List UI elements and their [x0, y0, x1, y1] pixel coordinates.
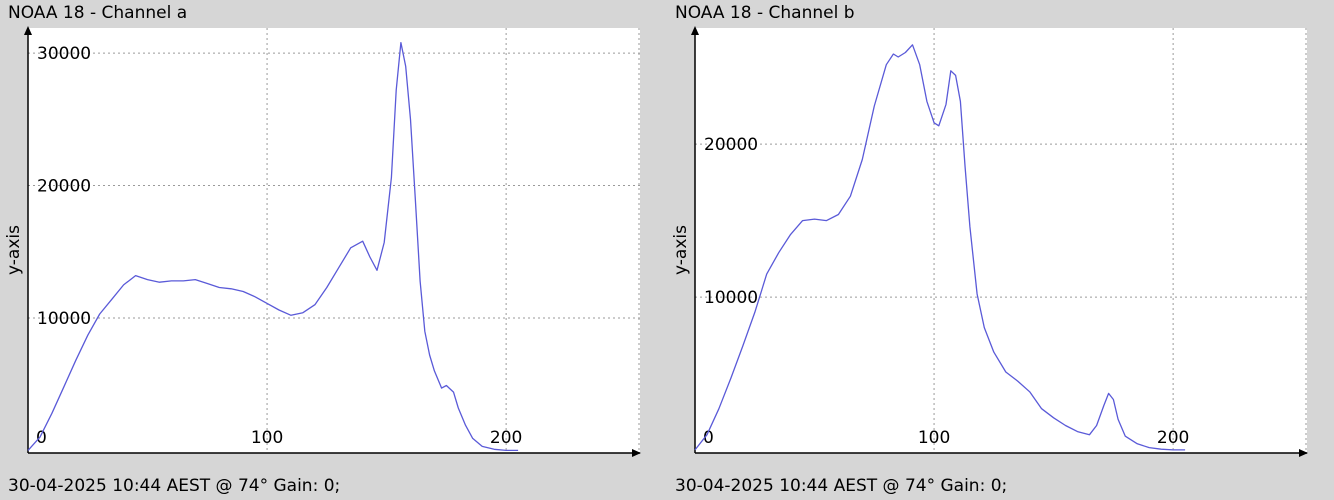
y-axis-arrow [24, 26, 32, 35]
x-tick-label: 100 [918, 428, 950, 448]
chart-footer-status: 30-04-2025 10:44 AEST @ 74° Gain: 0; [675, 476, 1008, 496]
line-chart-channel-b: 0 100 200 10000 20000 y-axis [671, 26, 1308, 457]
series-line [27, 41, 519, 452]
y-tick-label: 10000 [704, 288, 758, 308]
chart-title: NOAA 18 - Channel b [675, 3, 855, 23]
y-tick-label: 20000 [37, 177, 91, 197]
series-line [694, 44, 1186, 451]
y-axis-label: y-axis [4, 225, 24, 275]
y-tick-label: 30000 [37, 44, 91, 64]
x-axis-arrow [1299, 449, 1308, 457]
x-tick-label: 0 [36, 428, 47, 448]
x-tick-label: 100 [251, 428, 283, 448]
x-tick-label: 200 [1157, 428, 1189, 448]
chart-title: NOAA 18 - Channel a [8, 3, 188, 23]
x-axis-arrow [632, 449, 641, 457]
y-axis-arrow [691, 26, 699, 35]
plot-area [695, 28, 1307, 453]
chart-panel-channel-b: NOAA 18 - Channel b 0 100 200 10000 20000 y-a… [667, 0, 1334, 500]
y-tick-label: 10000 [37, 309, 91, 329]
chart-panel-channel-a: NOAA 18 - Channel a 0 100 200 10000 20000 300… [4, 3, 641, 496]
x-tick-label: 0 [703, 428, 714, 448]
x-tick-label: 200 [490, 428, 522, 448]
y-tick-label: 20000 [704, 135, 758, 155]
y-axis-label: y-axis [671, 225, 691, 275]
chart-footer-status: 30-04-2025 10:44 AEST @ 74° Gain: 0; [8, 476, 341, 496]
plot-area [28, 28, 640, 453]
line-chart-channel-a: 0 100 200 10000 20000 30000 y-axis [4, 26, 641, 457]
